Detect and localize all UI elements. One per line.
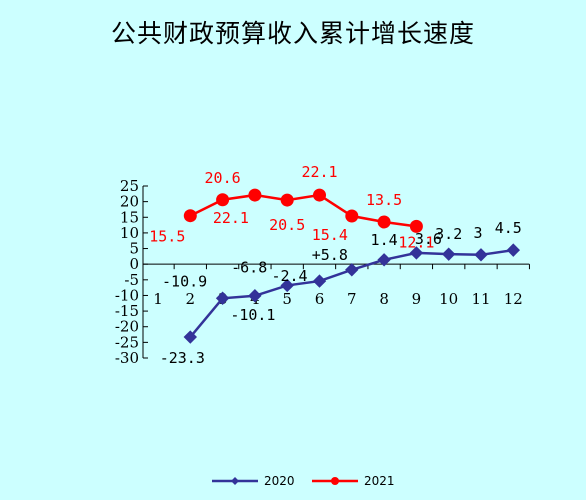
- y-tick-label: -25: [115, 333, 139, 351]
- y-tick-label: -10: [115, 286, 139, 304]
- data-point-2020: [474, 248, 488, 262]
- legend-label-2020: 2020: [264, 474, 295, 488]
- data-label-2020: 3.2: [435, 225, 462, 243]
- data-label-2020: 1.4: [371, 231, 398, 249]
- data-point-2020: [280, 278, 294, 293]
- x-tick-label: 1: [153, 290, 163, 308]
- data-label-2021: 12.1: [398, 233, 434, 251]
- data-label-2020: -2.4: [271, 267, 307, 285]
- data-point-2020: [506, 243, 521, 257]
- data-point-2021: [313, 188, 326, 202]
- data-label-2020: 3.6: [415, 230, 442, 248]
- x-tick-label: 2: [186, 290, 196, 308]
- chart-title: 公共财政预算收入累计增长速度: [110, 19, 475, 48]
- data-label-2020: -6.8: [231, 258, 267, 276]
- y-tick-label: 0: [129, 255, 139, 273]
- y-tick-label: 5: [129, 240, 139, 258]
- data-point-2020: [183, 330, 198, 344]
- data-point-2021: [280, 193, 294, 207]
- x-tick-label: 9: [412, 290, 422, 308]
- legend-marker-2020: [231, 477, 239, 485]
- data-label-2020: 3: [473, 224, 482, 242]
- x-tick-label: 5: [282, 290, 292, 308]
- legend-marker-2021: [331, 477, 339, 485]
- x-tick-label: 8: [379, 290, 389, 308]
- data-point-2021: [345, 209, 359, 223]
- y-tick-label: 25: [120, 177, 139, 195]
- data-point-2021: [183, 209, 197, 223]
- data-point-2021: [377, 215, 391, 229]
- y-tick-label: 15: [120, 208, 139, 226]
- data-label-2021: 15.4: [312, 226, 348, 244]
- data-point-2020: [441, 247, 456, 261]
- data-label-2021: 20.6: [205, 169, 241, 187]
- y-tick-label: -20: [115, 318, 139, 336]
- y-tick-label: -30: [115, 349, 139, 367]
- data-label-2020: -10.1: [230, 306, 275, 324]
- y-tick-label: -15: [115, 302, 139, 320]
- data-point-2020: [248, 289, 262, 303]
- y-tick-label: -5: [124, 271, 139, 289]
- data-point-2020: [409, 246, 424, 260]
- data-label-2020: -23.3: [160, 349, 205, 367]
- data-label-2021: 13.5: [366, 191, 402, 209]
- legend-label-2021: 2021: [364, 474, 395, 488]
- y-tick-label: 10: [120, 224, 139, 242]
- y-tick-label: 20: [120, 193, 139, 211]
- data-label-2020: -10.9: [162, 272, 207, 290]
- data-label-2021: 20.5: [269, 216, 305, 234]
- data-point-2021: [248, 188, 262, 202]
- data-point-2020: [377, 253, 391, 267]
- x-tick-label: 12: [504, 290, 523, 308]
- data-label-2021: 15.5: [149, 228, 185, 246]
- data-label-2020: +5.8: [312, 246, 348, 264]
- x-tick-label: 10: [439, 290, 458, 308]
- x-tick-label: 6: [315, 290, 325, 308]
- data-point-2021: [216, 193, 230, 207]
- x-tick-label: 7: [347, 290, 357, 308]
- data-label-2020: 4.5: [495, 219, 522, 237]
- data-point-2020: [312, 274, 327, 288]
- data-label-2021: 22.1: [213, 209, 249, 227]
- x-tick-label: 11: [471, 290, 490, 308]
- data-point-2021: [409, 219, 423, 233]
- data-point-2020: [215, 291, 230, 305]
- data-point-2020: [345, 263, 359, 277]
- data-label-2021: 22.1: [301, 163, 337, 181]
